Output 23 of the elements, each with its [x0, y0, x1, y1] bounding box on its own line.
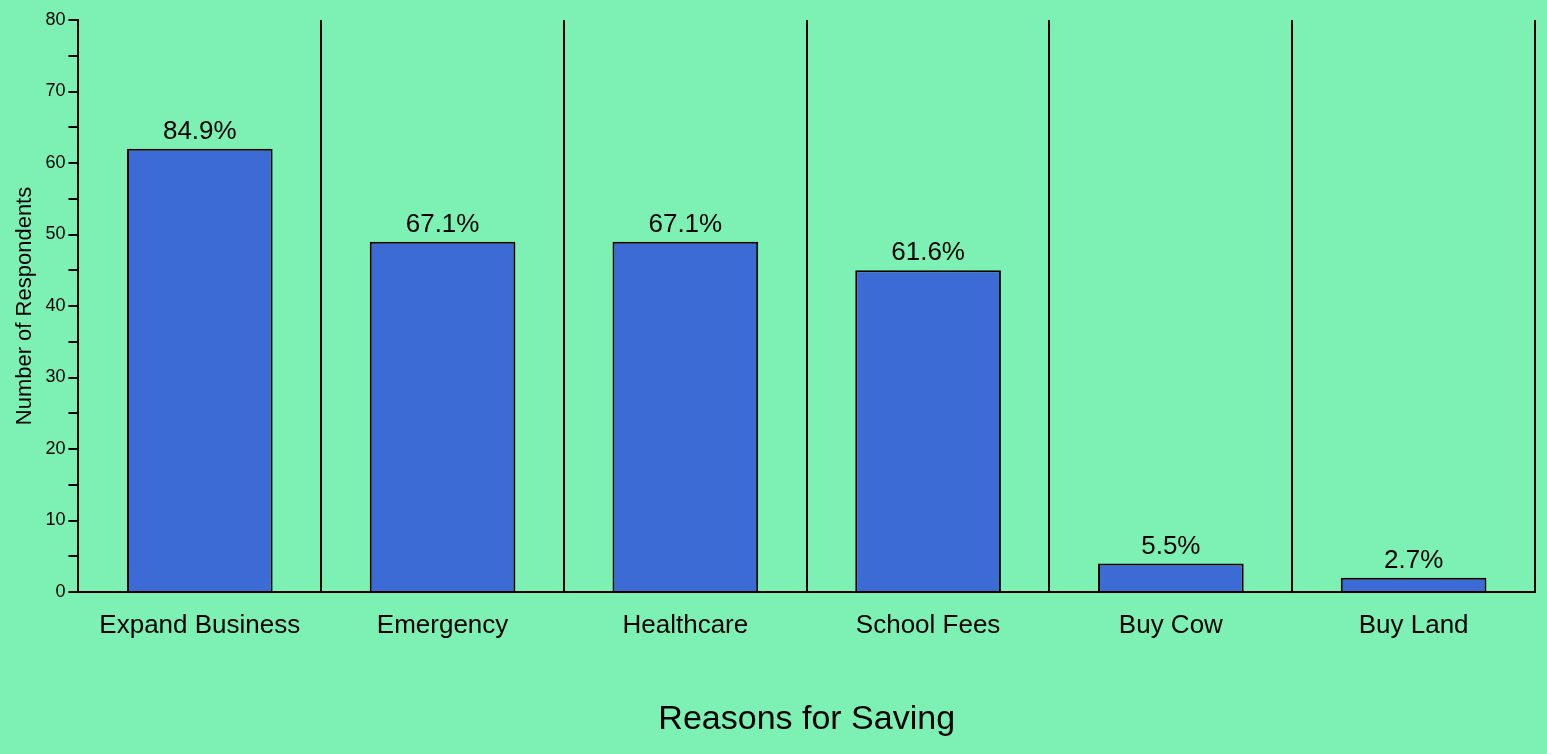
x-axis-title: Reasons for Saving: [658, 697, 956, 736]
y-tick-label: 50: [45, 223, 66, 244]
y-tick-label: 30: [45, 366, 66, 387]
annotation: 84.9%: [162, 114, 237, 145]
x-tick-label: Buy Cow: [1118, 608, 1224, 639]
annotation: 67.1%: [648, 207, 723, 238]
annotation: 61.6%: [891, 236, 965, 267]
annotation: 5.5%: [1141, 529, 1201, 560]
x-tick-label: School Fees: [855, 608, 1001, 639]
y-axis-title: Number of Respondents: [11, 186, 37, 426]
y-tick-label: 10: [45, 509, 66, 530]
annotation: 67.1%: [405, 207, 480, 238]
y-tick-label: 0: [55, 580, 66, 601]
y-tick-label: 20: [45, 437, 66, 458]
x-tick-label: Buy Land: [1358, 608, 1469, 639]
y-tick-label: 60: [45, 151, 66, 172]
y-tick-label: 80: [45, 8, 66, 29]
x-tick-label: Emergency: [376, 608, 509, 639]
y-tick-label: 40: [45, 294, 66, 315]
y-tick-label: 70: [45, 80, 66, 101]
annotation: 2.7%: [1383, 543, 1444, 574]
x-tick-label: Healthcare: [622, 608, 749, 639]
x-tick-label: Expand Business: [99, 608, 301, 639]
